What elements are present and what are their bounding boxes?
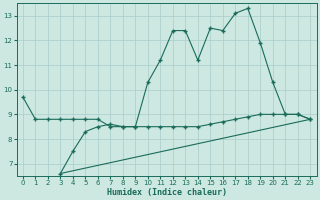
- X-axis label: Humidex (Indice chaleur): Humidex (Indice chaleur): [107, 188, 227, 197]
